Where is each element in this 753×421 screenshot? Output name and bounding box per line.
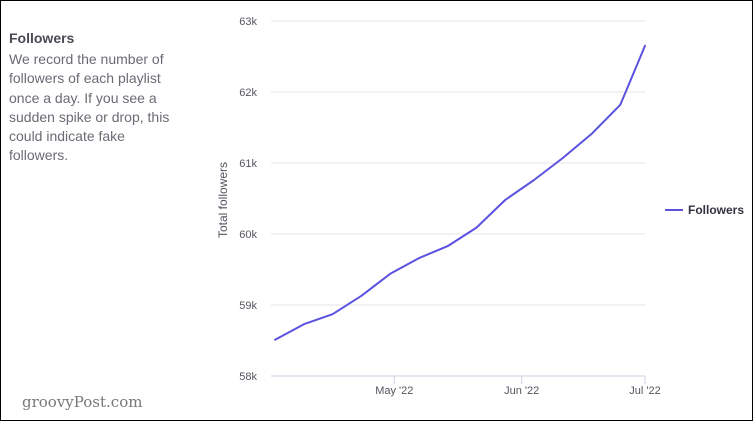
legend-label: Followers — [688, 203, 744, 217]
y-tick-label: 61k — [239, 158, 257, 170]
info-panel: Followers We record the number of follow… — [9, 29, 184, 166]
panel-description: We record the number of followers of eac… — [9, 51, 170, 164]
legend-item-followers[interactable]: Followers — [665, 203, 744, 217]
grid-lines — [271, 20, 645, 306]
y-tick-label: 62k — [239, 87, 257, 99]
x-tick-label: Jun '22 — [504, 385, 539, 397]
x-tick-label: Jul '22 — [629, 385, 660, 397]
panel-title: Followers — [9, 30, 75, 46]
x-tick-label: May '22 — [375, 385, 413, 397]
y-tick-label: 59k — [239, 300, 257, 312]
y-axis-title: Total followers — [216, 162, 230, 238]
followers-series-line[interactable] — [274, 44, 646, 341]
y-tick-label: 63k — [239, 16, 257, 28]
y-axis-ticks: 58k 59k 60k 61k 62k 63k — [239, 16, 257, 383]
x-axis: May '22 Jun '22 Jul '22 — [271, 375, 661, 397]
y-tick-label: 58k — [239, 371, 257, 383]
watermark: groovyPost.com — [22, 393, 143, 411]
y-tick-label: 60k — [239, 229, 257, 241]
